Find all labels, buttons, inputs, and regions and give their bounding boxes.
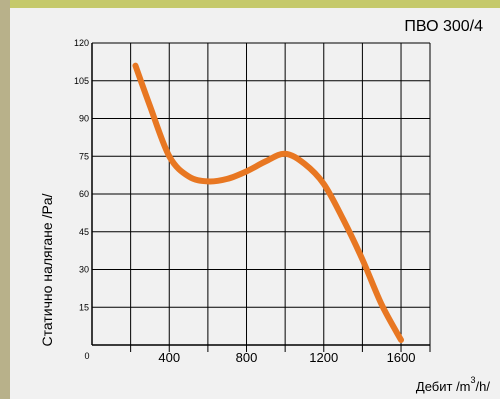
- y-tick-label: 45: [79, 227, 89, 237]
- y-axis-label: Статично налягане /Pa/: [39, 193, 55, 346]
- y-tick-label: 105: [74, 76, 89, 86]
- origin-label: 0: [84, 351, 89, 361]
- x-axis-label-suffix: /h/: [476, 379, 491, 394]
- grid: [91, 42, 431, 352]
- x-axis-label: Дебит /m3/h/: [416, 375, 490, 394]
- y-tick-label: 75: [79, 151, 89, 161]
- x-axis-label-prefix: Дебит /m: [416, 379, 471, 394]
- chart-title: ПВО 300/4: [404, 18, 483, 35]
- y-tick-label: 90: [79, 114, 89, 124]
- y-tick-label: 120: [74, 38, 89, 48]
- x-tick-label: 1600: [387, 350, 416, 365]
- y-tick-label: 60: [79, 189, 89, 199]
- x-tick-label: 800: [236, 350, 258, 365]
- x-tick-label: 1200: [309, 350, 338, 365]
- performance-curve: [132, 62, 405, 343]
- x-axis-label-superscript: 3: [471, 375, 476, 385]
- axis-ticks: 15 30 45 60 75 90 105 120 400 800 1200 1600: [74, 38, 416, 365]
- top-band: [0, 0, 500, 8]
- x-tick-label: 400: [158, 350, 180, 365]
- y-tick-label: 15: [79, 302, 89, 312]
- y-tick-label: 30: [79, 265, 89, 275]
- left-band: [0, 0, 10, 399]
